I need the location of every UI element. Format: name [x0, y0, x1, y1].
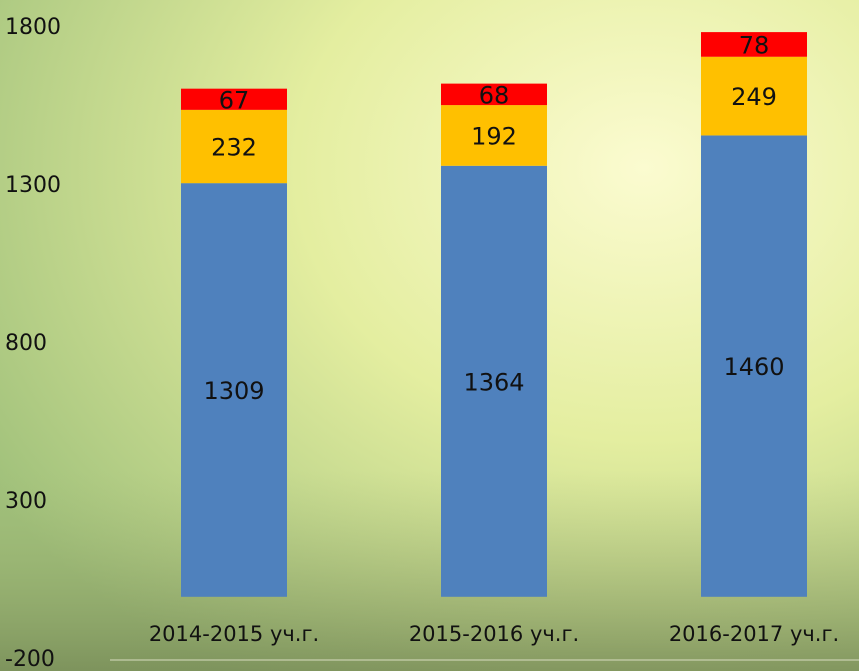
data-label: 1309	[203, 377, 264, 405]
y-tick-label: 800	[5, 331, 47, 356]
y-tick-label: 1800	[5, 15, 61, 40]
data-label: 68	[479, 81, 510, 109]
bar-segment	[441, 105, 547, 166]
data-label: 78	[739, 31, 770, 59]
data-label: 1364	[463, 368, 524, 396]
x-tick-label: 2014-2015 уч.г.	[149, 622, 319, 646]
data-label: 1460	[723, 353, 784, 381]
bar-segment	[701, 135, 807, 597]
data-label: 192	[471, 122, 517, 150]
bar-segment	[441, 165, 547, 597]
y-tick-label: -200	[5, 647, 55, 671]
bar-segment	[181, 183, 287, 597]
bar-segment	[181, 88, 287, 110]
y-tick-label: 1300	[5, 173, 61, 198]
bar-segment	[701, 32, 807, 57]
data-label: 232	[211, 134, 257, 162]
x-tick-label: 2016-2017 уч.г.	[669, 622, 839, 646]
bar-segment	[181, 109, 287, 184]
bar-segment	[441, 83, 547, 106]
bar-segment	[701, 56, 807, 136]
y-tick-label: 300	[5, 489, 47, 514]
data-label: 249	[731, 83, 777, 111]
x-tick-label: 2015-2016 уч.г.	[409, 622, 579, 646]
data-label: 67	[219, 86, 250, 114]
